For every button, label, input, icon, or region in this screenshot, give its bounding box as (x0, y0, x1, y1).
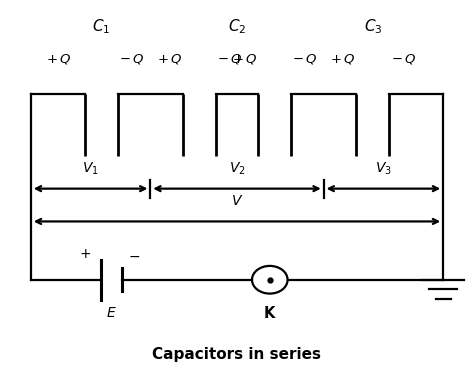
Text: $V$: $V$ (231, 194, 243, 208)
Text: $-$: $-$ (128, 249, 140, 263)
Text: $-\,Q$: $-\,Q$ (391, 52, 416, 66)
Text: $C_2$: $C_2$ (228, 17, 246, 36)
Text: Capacitors in series: Capacitors in series (153, 347, 321, 362)
Text: $+\,Q$: $+\,Q$ (46, 52, 72, 66)
Text: $-\,Q$: $-\,Q$ (292, 52, 318, 66)
Text: $\mathbf{K}$: $\mathbf{K}$ (263, 305, 277, 320)
Text: $C_3$: $C_3$ (364, 17, 382, 36)
Text: $-\,Q$: $-\,Q$ (119, 52, 144, 66)
Text: $+\,Q$: $+\,Q$ (231, 52, 257, 66)
Text: $V_2$: $V_2$ (228, 161, 246, 177)
Text: $+$: $+$ (79, 247, 91, 261)
Text: $E$: $E$ (106, 306, 117, 320)
Text: $V_3$: $V_3$ (375, 161, 392, 177)
Text: $C_1$: $C_1$ (92, 17, 110, 36)
Text: $V_1$: $V_1$ (82, 161, 99, 177)
Text: $+\,Q$: $+\,Q$ (156, 52, 182, 66)
Text: $+\,Q$: $+\,Q$ (330, 52, 355, 66)
Text: $-\,Q$: $-\,Q$ (217, 52, 243, 66)
